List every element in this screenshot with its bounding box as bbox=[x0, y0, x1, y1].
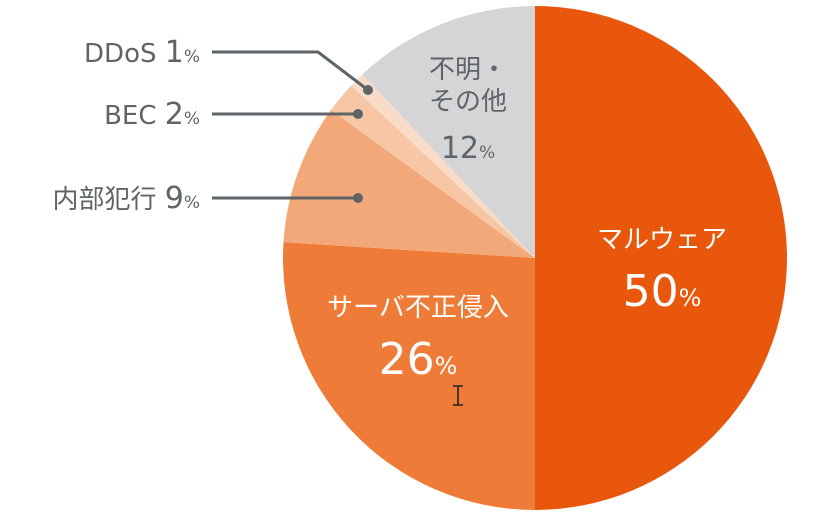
pie-callouts: 内部犯行 9% BEC 2% DDoS 1% bbox=[52, 35, 373, 216]
slice-6 bbox=[362, 6, 535, 258]
slice-5 bbox=[351, 74, 535, 258]
slice-1-label: マルウェア 50% bbox=[597, 225, 727, 317]
slice-5-leader-line bbox=[212, 50, 369, 92]
slice-2-name: サーバ不正侵入 bbox=[327, 293, 509, 323]
slice-3-callout: 内部犯行 9% bbox=[52, 181, 363, 216]
slice-4-callout: BEC 2% bbox=[104, 97, 363, 132]
slice-5-leader-dot bbox=[363, 85, 373, 95]
slice-6-name-line-2: その他 bbox=[429, 87, 507, 117]
slice-2-value: 26% bbox=[379, 334, 458, 385]
slice-5-callout: DDoS 1% bbox=[84, 35, 373, 95]
slice-1 bbox=[535, 6, 787, 510]
slice-3-callout-label: 内部犯行 9% bbox=[52, 181, 200, 216]
slice-2 bbox=[283, 242, 535, 510]
slice-3-leader-dot bbox=[353, 193, 363, 203]
slice-2-label: サーバ不正侵入 26% bbox=[327, 293, 509, 385]
slice-4-leader-dot bbox=[353, 109, 363, 119]
slice-6-name-line-1: 不明・ bbox=[429, 55, 507, 85]
slice-6-label: 不明・その他 12% bbox=[429, 55, 507, 166]
pie-labels: マルウェア 50% サーバ不正侵入 26% 不明・その他 12% bbox=[327, 55, 727, 385]
slice-4 bbox=[331, 85, 535, 259]
pie-slices bbox=[283, 6, 787, 510]
slice-3 bbox=[283, 109, 535, 258]
slice-1-name: マルウェア bbox=[597, 225, 727, 255]
slice-4-callout-label: BEC 2% bbox=[104, 97, 200, 132]
text-cursor-icon bbox=[453, 385, 463, 406]
slice-5-callout-label: DDoS 1% bbox=[84, 35, 200, 70]
slice-1-value: 50% bbox=[623, 266, 702, 317]
slice-6-value: 12% bbox=[441, 131, 495, 166]
